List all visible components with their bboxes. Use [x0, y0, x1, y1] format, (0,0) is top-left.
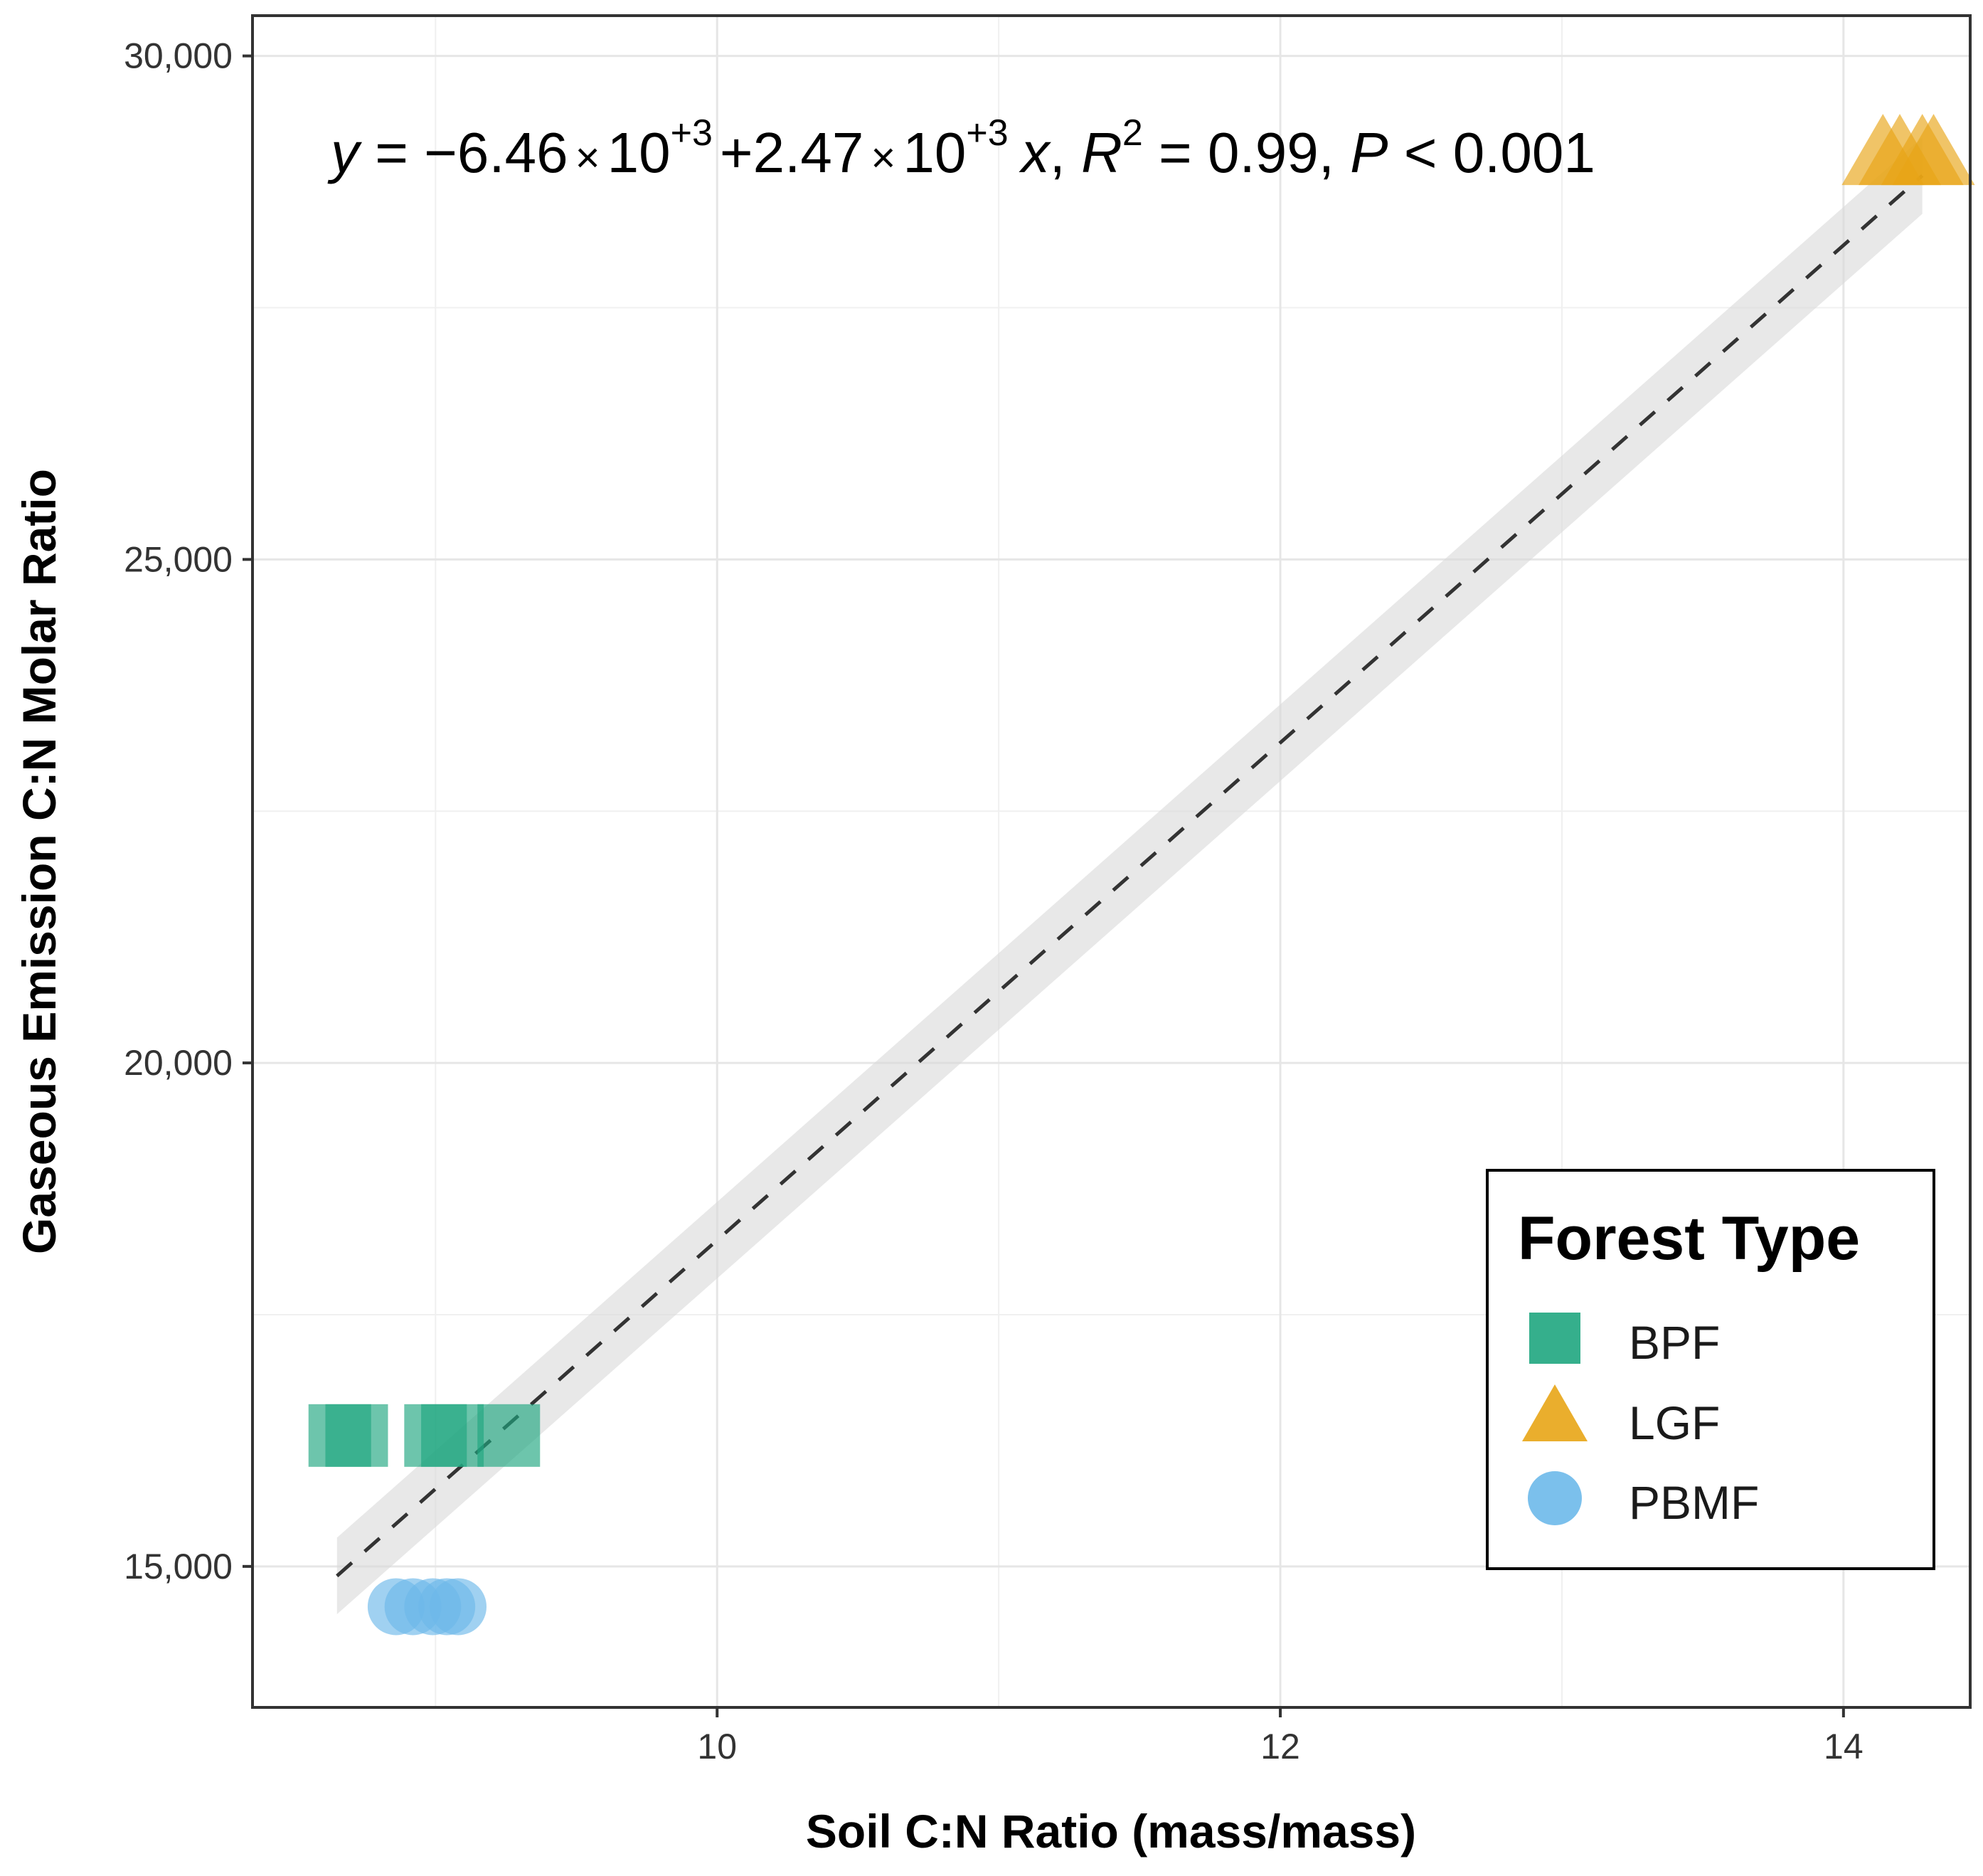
y-tick-label: 15,000: [124, 1547, 233, 1586]
legend-title: Forest Type: [1518, 1204, 1860, 1273]
confidence-band-area: [336, 137, 1923, 1614]
eq-r-exponent: 2: [1122, 112, 1143, 154]
x-tick-label: 10: [697, 1727, 737, 1766]
eq-plus: +: [720, 121, 753, 184]
eq-x-symbol: x: [1019, 121, 1052, 184]
x-axis-title: Soil C:N Ratio (mass/mass): [806, 1805, 1416, 1858]
legend-key-pbmf: [1528, 1471, 1582, 1525]
point-lgf: [1892, 114, 1975, 186]
legend-label-bpf: BPF: [1629, 1316, 1720, 1369]
eq-p-value: < 0.001: [1388, 121, 1595, 184]
confidence-band: [336, 137, 1923, 1614]
y-tick-label: 30,000: [124, 36, 233, 76]
eq-r2-value: = 0.99,: [1143, 121, 1350, 184]
plot-panel-border: [251, 14, 1972, 1709]
point-bpf: [325, 1404, 388, 1467]
legend-keys: [1522, 1313, 1588, 1525]
x-tick-label: 14: [1824, 1727, 1864, 1766]
y-axis-title: Gaseous Emission C:N Molar Ratio: [13, 469, 65, 1254]
y-tick-label: 25,000: [124, 539, 233, 579]
regression-equation: y = −6.46 × 10+3 +2.47 × 10+3 x, R2 = 0.99, P …: [327, 112, 1595, 184]
legend-label-pbmf: PBMF: [1629, 1476, 1759, 1529]
eq-slope: 2.47: [753, 121, 864, 184]
regression-line: [336, 174, 1924, 1578]
eq-base-1: 10: [607, 121, 671, 184]
y-tick-label: 20,000: [124, 1043, 233, 1083]
legend-key-lgf: [1522, 1384, 1588, 1441]
y-axis: 15,000 20,000 25,000 30,000: [124, 36, 252, 1586]
legend-label-lgf: LGF: [1629, 1397, 1720, 1449]
x-axis: 10 12 14: [697, 1707, 1864, 1766]
eq-y-symbol: y: [327, 121, 363, 184]
legend: Forest Type BPF LGF PBMF: [1486, 1169, 1935, 1570]
eq-exponent-1: +3: [671, 112, 713, 154]
point-pbmf: [430, 1578, 487, 1636]
regression-line-path: [336, 174, 1924, 1578]
point-bpf: [421, 1404, 484, 1467]
eq-p-symbol: P: [1350, 121, 1388, 184]
x-tick-label: 12: [1260, 1727, 1300, 1766]
eq-separator: ,: [1050, 121, 1081, 184]
eq-exponent-2: +3: [966, 112, 1008, 154]
eq-times-1: ×: [575, 134, 600, 181]
eq-base-2: 10: [903, 121, 966, 184]
point-bpf: [477, 1404, 541, 1467]
eq-r-symbol: R: [1081, 121, 1122, 184]
data-points: [308, 114, 1975, 1636]
eq-intercept: = −6.46: [359, 121, 568, 184]
legend-key-bpf: [1529, 1313, 1580, 1364]
eq-times-2: ×: [871, 134, 895, 181]
